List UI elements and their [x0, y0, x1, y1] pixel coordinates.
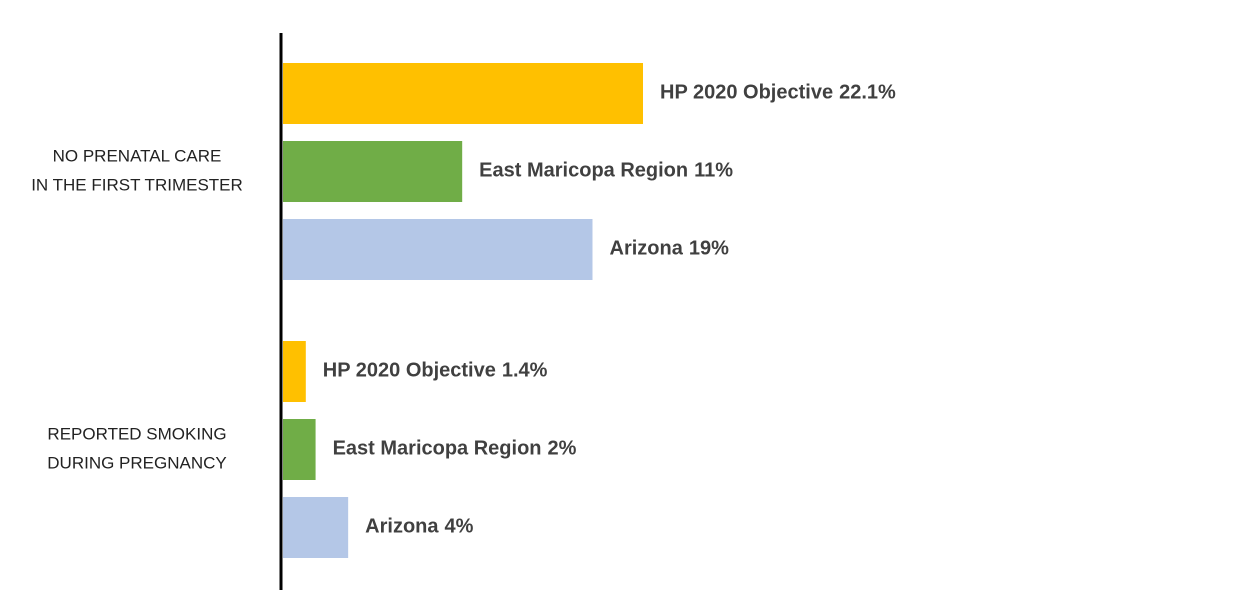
value-label: 1.4% — [502, 360, 548, 382]
value-label: 19% — [689, 238, 729, 260]
category-label: DURING PREGNANCY — [47, 453, 226, 472]
category-label: NO PRENATAL CARE — [53, 146, 222, 165]
category-label: IN THE FIRST TRIMESTER — [31, 175, 243, 194]
bar — [283, 419, 316, 480]
data-label: Arizona 19% — [610, 238, 730, 260]
data-label: East Maricopa Region 11% — [479, 160, 733, 182]
bar — [283, 63, 643, 124]
data-label: HP 2020 Objective 22.1% — [660, 82, 896, 104]
data-label: Arizona 4% — [365, 516, 473, 538]
bar — [283, 219, 593, 280]
data-label: HP 2020 Objective 1.4% — [323, 360, 548, 382]
data-label: East Maricopa Region 2% — [333, 438, 577, 460]
series-name: Arizona — [365, 516, 439, 538]
series-name: East Maricopa Region — [333, 438, 542, 460]
category-label: REPORTED SMOKING — [47, 424, 226, 443]
value-label: 2% — [548, 438, 577, 460]
bar — [283, 141, 463, 202]
series-name: East Maricopa Region — [479, 160, 688, 182]
value-label: 11% — [694, 160, 733, 182]
value-label: 22.1% — [839, 82, 896, 104]
bar — [283, 497, 349, 558]
series-name: HP 2020 Objective — [323, 360, 496, 382]
bar — [283, 341, 306, 402]
series-name: Arizona — [610, 238, 684, 260]
value-label: 4% — [445, 516, 474, 538]
series-name: HP 2020 Objective — [660, 82, 833, 104]
